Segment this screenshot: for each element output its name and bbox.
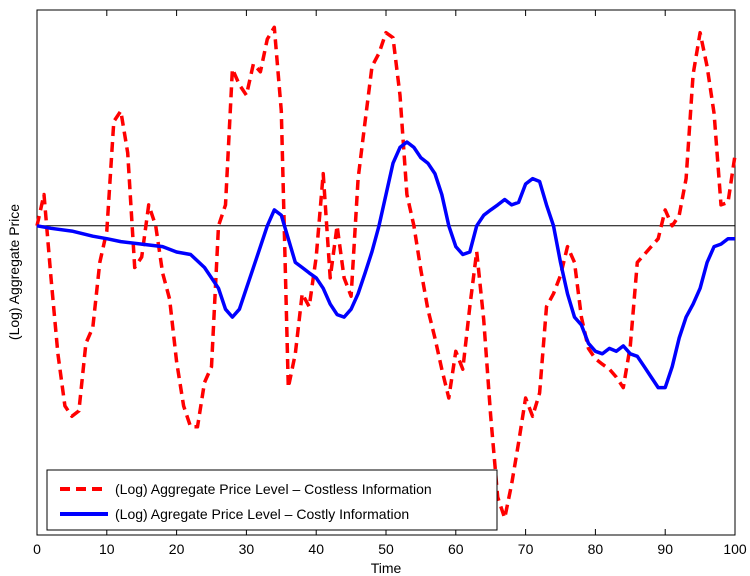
x-tick-label: 40 [308, 541, 324, 557]
plot-area [36, 9, 736, 536]
x-axis-title: Time [371, 560, 402, 576]
x-tick-label: 10 [99, 541, 115, 557]
legend: (Log) Aggregate Price Level – Costless I… [46, 469, 498, 531]
legend-label-costly: (Log) Agregate Price Level – Costly Info… [115, 506, 409, 522]
x-tick-label: 90 [657, 541, 673, 557]
x-tick-label: 70 [518, 541, 534, 557]
series-line-costless [35, 25, 737, 520]
x-tick-label: 0 [33, 541, 41, 557]
series-layer [35, 25, 737, 520]
x-tick-label: 50 [378, 541, 394, 557]
x-tick-label: 60 [448, 541, 464, 557]
series-line-costly [36, 140, 735, 390]
x-tick-label: 30 [239, 541, 255, 557]
legend-box [46, 469, 498, 531]
y-axis-title: (Log) Aggregate Price [6, 204, 22, 340]
x-tick-label: 20 [169, 541, 185, 557]
x-tick-label: 100 [723, 541, 747, 557]
x-tick-label: 80 [588, 541, 604, 557]
x-axis: 0 10 20 30 40 50 60 70 80 90 100 [33, 10, 747, 557]
legend-label-costless: (Log) Aggregate Price Level – Costless I… [115, 481, 432, 497]
